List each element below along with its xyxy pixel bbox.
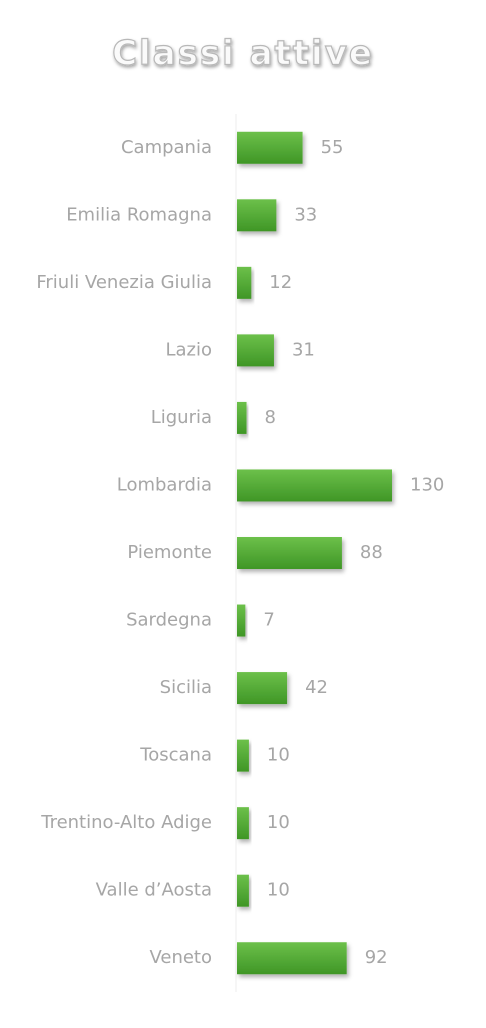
bar — [237, 334, 274, 367]
data-label: 8 — [265, 407, 276, 428]
bar — [237, 942, 347, 975]
bar — [237, 401, 247, 434]
bar — [237, 131, 303, 164]
y-tick-label: Lombardia — [117, 474, 212, 495]
y-tick-label: Friuli Venezia Giulia — [36, 272, 212, 293]
data-label: 92 — [365, 947, 388, 968]
bar — [237, 739, 249, 772]
bar — [237, 874, 249, 907]
y-tick-label: Sardegna — [126, 610, 212, 631]
data-label: 55 — [321, 137, 344, 158]
bar — [237, 604, 246, 637]
data-label: 10 — [267, 812, 290, 833]
y-tick-label: Liguria — [151, 407, 212, 428]
bar — [237, 266, 252, 299]
chart-title: Classi attive — [112, 34, 374, 74]
data-label: 42 — [305, 677, 328, 698]
y-tick-label: Sicilia — [160, 677, 212, 698]
data-label: 130 — [410, 474, 444, 495]
data-label: 10 — [267, 745, 290, 766]
y-tick-label: Emilia Romagna — [66, 204, 212, 225]
y-tick-label: Veneto — [149, 947, 212, 968]
data-label: 31 — [292, 339, 315, 360]
data-label: 33 — [294, 204, 317, 225]
y-tick-label: Campania — [121, 137, 212, 158]
y-tick-label: Piemonte — [127, 542, 212, 563]
data-label: 12 — [269, 272, 292, 293]
data-label: 7 — [263, 610, 274, 631]
data-label: 10 — [267, 880, 290, 901]
bar — [237, 469, 392, 502]
y-tick-label: Toscana — [139, 745, 212, 766]
bar — [237, 199, 277, 232]
y-tick-label: Lazio — [165, 339, 212, 360]
bar — [237, 807, 249, 840]
bar — [237, 537, 342, 569]
bar — [237, 672, 288, 705]
y-tick-label: Valle d’Aosta — [96, 880, 212, 901]
data-label: 88 — [360, 542, 383, 563]
y-tick-label: Trentino-Alto Adige — [40, 812, 212, 833]
